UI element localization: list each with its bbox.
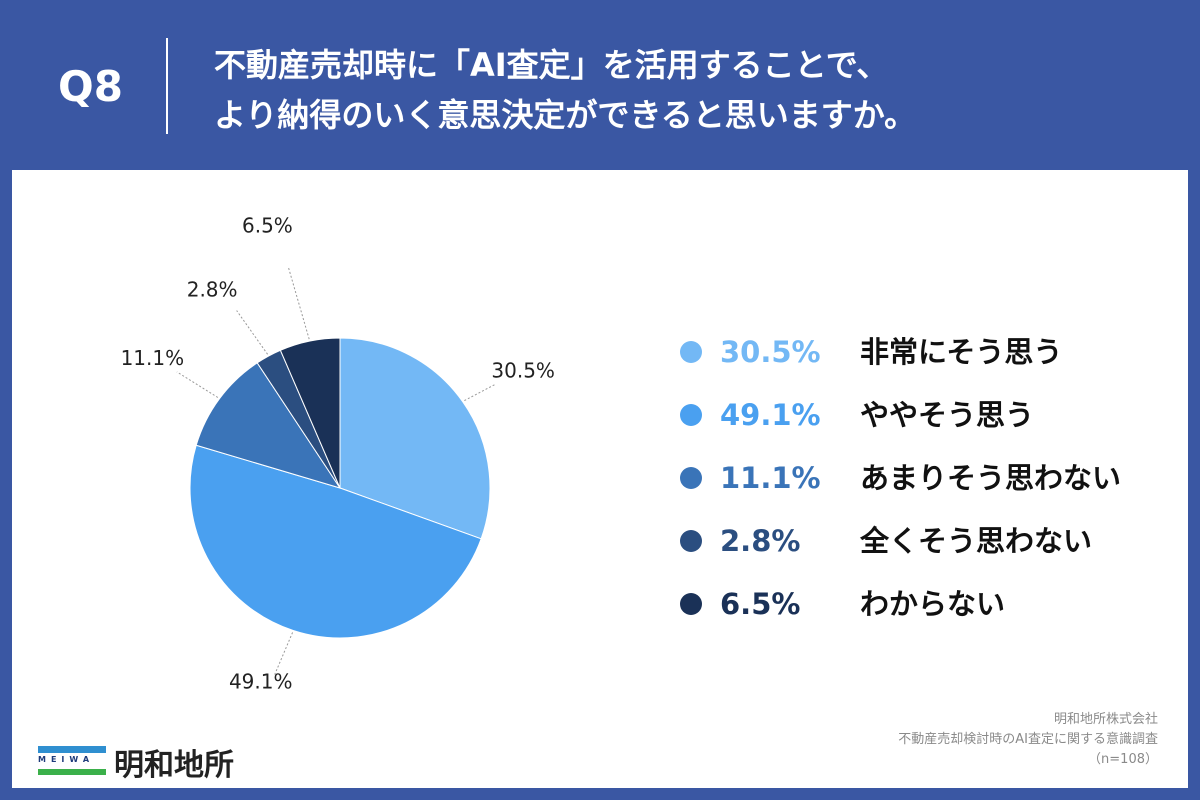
legend-label: 全くそう思わない xyxy=(860,524,1093,558)
legend-swatch xyxy=(680,467,702,489)
leader-line xyxy=(274,632,294,675)
legend-swatch xyxy=(680,404,702,426)
source-note: 明和地所株式会社 不動産売却検討時のAI査定に関する意識調査 （n=108） xyxy=(898,710,1158,770)
data-label: 49.1% xyxy=(229,670,293,694)
pie-slice-dont-know xyxy=(279,337,341,489)
data-label: 6.5% xyxy=(242,213,293,237)
leader-line xyxy=(287,267,310,340)
legend-pct: 49.1% xyxy=(720,398,821,432)
data-label: 30.5% xyxy=(491,358,555,382)
logo-mark: MEIWA xyxy=(38,746,106,778)
pie-slice-somewhat-agree xyxy=(189,444,482,639)
legend-swatch xyxy=(680,530,702,552)
header: Q8 不動産売却時に「AI査定」を活用することで、 より納得のいく意思決定ができ… xyxy=(0,0,1200,170)
leader-line xyxy=(176,371,219,398)
legend-label: ややそう思う xyxy=(860,398,1035,432)
logo-mark-text: MEIWA xyxy=(38,755,95,764)
leader-line xyxy=(464,383,496,402)
chart-card: 30.5% 49.1% 11.1% 2.8% 6.5% 30.5% 非常にそう思う 49… xyxy=(12,170,1188,788)
question-line-1: 不動産売却時に「AI査定」を活用することで、 xyxy=(214,46,889,84)
data-label: 2.8% xyxy=(187,278,238,302)
logo-name: 明和地所 xyxy=(114,748,234,783)
source-company: 明和地所株式会社 xyxy=(1053,712,1158,727)
legend-label: あまりそう思わない xyxy=(860,461,1122,495)
legend-pct: 6.5% xyxy=(720,587,801,621)
header-divider xyxy=(166,38,168,134)
legend-pct: 11.1% xyxy=(720,461,821,495)
leader-line xyxy=(236,310,269,355)
legend-pct: 2.8% xyxy=(720,524,801,558)
question-line-2: より納得のいく意思決定ができると思いますか。 xyxy=(214,96,917,134)
legend-swatch xyxy=(680,593,702,615)
legend-swatch xyxy=(680,341,702,363)
pie-slice-very-much-agree xyxy=(339,337,491,540)
pie-chart: 30.5% 49.1% 11.1% 2.8% 6.5% xyxy=(121,213,555,694)
source-sample: （n=108） xyxy=(1088,752,1158,767)
logo-bar-top xyxy=(38,746,106,753)
question-number: Q8 xyxy=(58,62,123,111)
legend-pct: 30.5% xyxy=(720,335,821,369)
logo-bar-bottom xyxy=(38,769,106,775)
legend-label: 非常にそう思う xyxy=(860,335,1063,369)
pie-slice-not-really-agree xyxy=(195,362,342,489)
data-label: 11.1% xyxy=(121,346,185,370)
question-text: 不動産売却時に「AI査定」を活用することで、 より納得のいく意思決定ができると思… xyxy=(214,40,916,140)
source-survey: 不動産売却検討時のAI査定に関する意識調査 xyxy=(898,732,1158,747)
legend-label: わからない xyxy=(860,587,1006,621)
